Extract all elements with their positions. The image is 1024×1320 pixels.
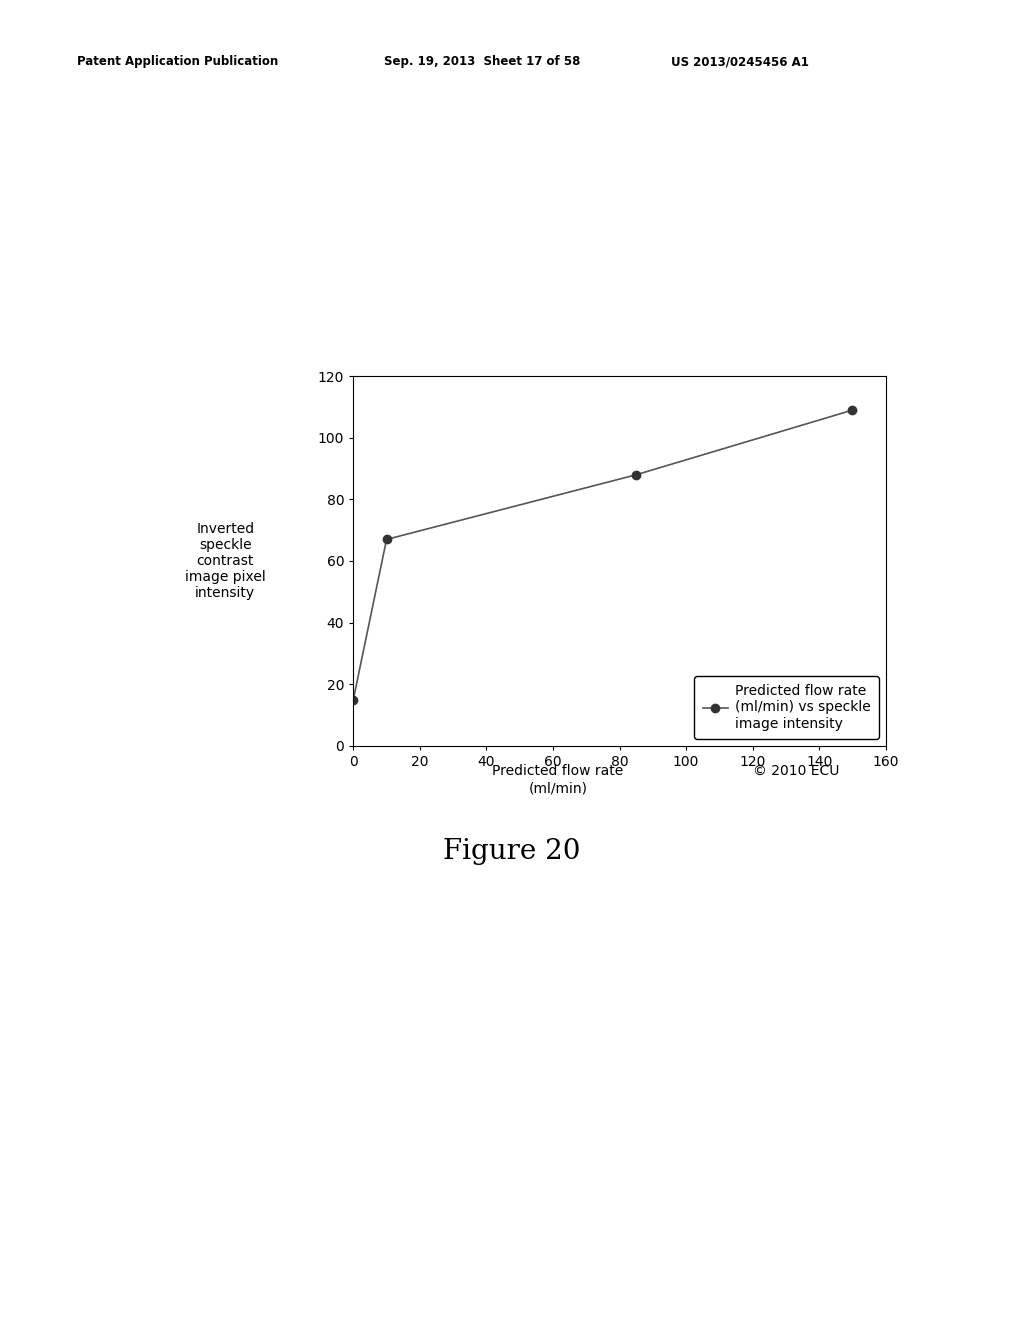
Text: (ml/min): (ml/min): [528, 781, 588, 796]
Text: Sep. 19, 2013  Sheet 17 of 58: Sep. 19, 2013 Sheet 17 of 58: [384, 55, 581, 69]
Text: Inverted
speckle
contrast
image pixel
intensity: Inverted speckle contrast image pixel in…: [185, 521, 265, 601]
Legend: Predicted flow rate
(ml/min) vs speckle
image intensity: Predicted flow rate (ml/min) vs speckle …: [694, 676, 879, 739]
Text: Predicted flow rate: Predicted flow rate: [493, 764, 624, 779]
Text: © 2010 ECU: © 2010 ECU: [753, 764, 839, 779]
Text: US 2013/0245456 A1: US 2013/0245456 A1: [671, 55, 809, 69]
Text: Patent Application Publication: Patent Application Publication: [77, 55, 279, 69]
Text: Figure 20: Figure 20: [443, 838, 581, 865]
